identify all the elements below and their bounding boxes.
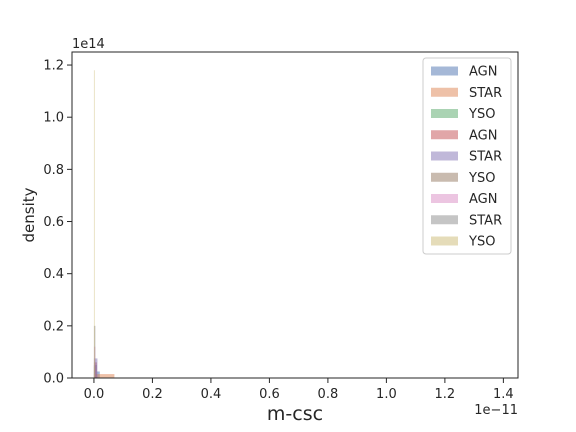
legend-swatch — [431, 194, 458, 203]
y-tick-label: 0.0 — [43, 372, 64, 387]
x-tick-label: 1.4 — [493, 387, 514, 402]
x-tick-label: 0.8 — [318, 387, 339, 402]
legend-swatch — [431, 130, 458, 140]
y-tick-label: 0.6 — [43, 215, 64, 230]
x-tick-label: 0.4 — [201, 387, 222, 402]
legend-label: STAR — [469, 86, 502, 101]
legend: AGN STAR YSO AGN STAR YSO AGN STAR YSO — [422, 57, 512, 255]
legend-swatch — [431, 236, 458, 246]
axis-ticks: 0.0 0.2 0.4 0.6 0.8 1.0 1.2 1.4 0.0 0.2 0.4 0.6 0.8 1… — [43, 59, 513, 402]
x-tick-label: 0.2 — [142, 387, 163, 402]
x-tick-label: 0.6 — [259, 387, 280, 402]
y-axis-label: density — [20, 187, 38, 242]
legend-swatch — [431, 172, 458, 182]
legend-label: AGN — [469, 128, 497, 143]
legend-label: YSO — [468, 107, 495, 122]
legend-swatch — [431, 87, 458, 97]
legend-swatch — [431, 109, 458, 118]
x-tick-label: 0.0 — [84, 387, 105, 402]
legend-swatch — [431, 66, 458, 76]
plot-frame — [71, 51, 519, 379]
bar-series-4-bin-0 — [93, 358, 98, 378]
legend-label: STAR — [469, 213, 502, 228]
y-tick-label: 1.2 — [43, 59, 64, 74]
y-tick-label: 0.2 — [43, 319, 64, 334]
histogram-bars — [93, 70, 115, 378]
legend-swatch — [431, 151, 458, 161]
bar-series-8-bin-0 — [93, 70, 95, 378]
legend-swatch — [431, 215, 458, 225]
x-tick-label: 1.0 — [376, 387, 397, 402]
legend-label: YSO — [468, 171, 495, 186]
y-tick-label: 0.8 — [43, 163, 64, 178]
legend-label: YSO — [468, 235, 495, 250]
x-axis-label: m-csc — [267, 403, 323, 425]
legend-label: AGN — [469, 65, 497, 80]
y-offset-text: 1e14 — [72, 37, 105, 52]
x-tick-label: 1.2 — [435, 387, 456, 402]
legend-label: STAR — [469, 150, 502, 165]
bar-series-1-bin-0 — [93, 374, 115, 378]
legend-frame — [422, 57, 512, 255]
y-tick-label: 0.4 — [43, 267, 64, 282]
x-offset-text: 1e−11 — [474, 403, 518, 418]
y-tick-label: 1.0 — [43, 111, 64, 126]
legend-label: AGN — [469, 192, 497, 207]
